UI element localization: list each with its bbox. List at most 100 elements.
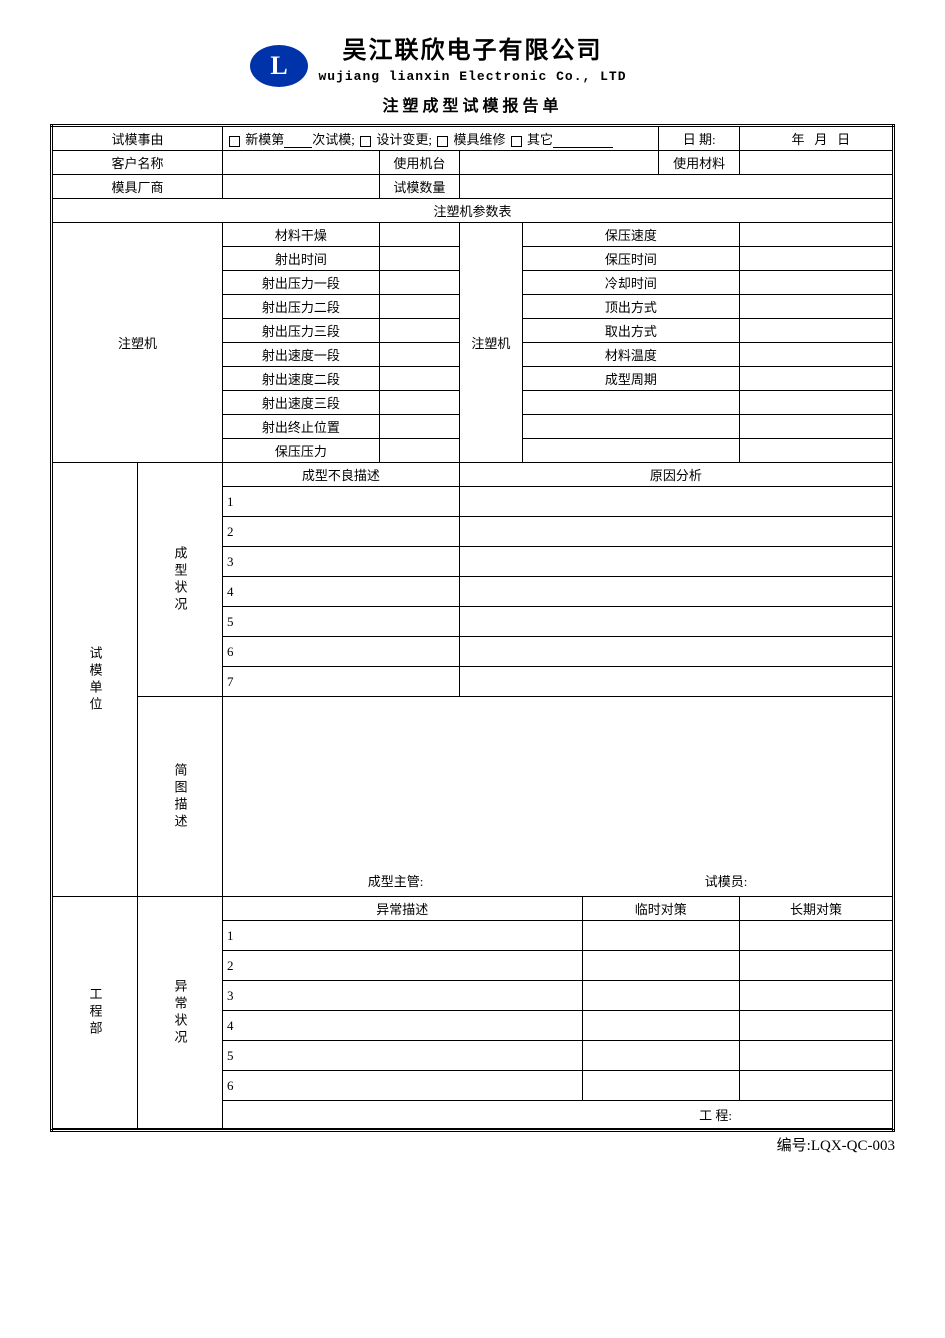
analysis-row[interactable] [459,517,893,547]
perm-action[interactable] [739,981,893,1011]
temp-action[interactable] [582,1011,739,1041]
param-label: 顶出方式 [522,295,739,319]
analysis-row[interactable] [459,667,893,697]
param-value[interactable] [739,439,893,463]
temp-action[interactable] [582,951,739,981]
perm-action[interactable] [739,921,893,951]
param-value[interactable] [739,391,893,415]
param-value[interactable] [379,415,459,439]
defect-row[interactable]: 7 [223,667,460,697]
form-header: L 吴江联欣电子有限公司 wujiang lianxin Electronic … [50,30,895,116]
param-value[interactable] [379,295,459,319]
param-value[interactable] [739,343,893,367]
eng-sign-label: 工 程: [699,1108,732,1123]
param-label: 射出压力二段 [223,295,380,319]
customer-value[interactable] [223,151,380,175]
eng-row[interactable]: 5 [223,1041,583,1071]
param-label: 保压时间 [522,247,739,271]
date-label: 日 期: [659,126,740,151]
temp-action[interactable] [582,921,739,951]
eng-sign-cell[interactable]: 工 程: [223,1101,894,1129]
qty-value[interactable] [459,175,893,199]
reason-cell[interactable]: 新模第次试模; 设计变更; 模具维修 其它 [223,126,659,151]
defect-row[interactable]: 2 [223,517,460,547]
param-label: 射出时间 [223,247,380,271]
temp-action[interactable] [582,1071,739,1101]
param-value[interactable] [379,439,459,463]
checkbox-icon[interactable] [360,136,371,147]
report-table: 试模事由 新模第次试模; 设计变更; 模具维修 其它 日 期: 年 月 日 客户… [50,124,895,1132]
opt-mold-repair: 模具维修 [454,132,506,147]
checkbox-icon[interactable] [229,136,240,147]
reason-label: 试模事由 [52,126,223,151]
defect-row[interactable]: 6 [223,637,460,667]
factory-label: 模具厂商 [52,175,223,199]
eng-row[interactable]: 4 [223,1011,583,1041]
sketch-area[interactable]: 成型主管: 试模员: [223,697,894,897]
analysis-row[interactable] [459,487,893,517]
param-value[interactable] [379,343,459,367]
blank-line[interactable] [284,134,312,148]
param-value[interactable] [739,271,893,295]
opt-other: 其它 [527,132,553,147]
eng-status-label: 异常状况 [138,897,223,1129]
date-cell[interactable]: 年 月 日 [739,126,893,151]
logo-badge: L [250,45,308,87]
param-value[interactable] [739,247,893,271]
logo-letter: L [270,51,287,81]
param-label [522,439,739,463]
defect-row[interactable]: 3 [223,547,460,577]
defect-row[interactable]: 1 [223,487,460,517]
perm-action[interactable] [739,1041,893,1071]
machine-value[interactable] [459,151,659,175]
analysis-row[interactable] [459,577,893,607]
param-label: 成型周期 [522,367,739,391]
param-value[interactable] [739,223,893,247]
param-value[interactable] [739,295,893,319]
analysis-row[interactable] [459,637,893,667]
temp-action[interactable] [582,1041,739,1071]
param-value[interactable] [379,271,459,295]
param-value[interactable] [379,367,459,391]
checkbox-icon[interactable] [511,136,522,147]
perm-action[interactable] [739,1071,893,1101]
eng-row[interactable]: 2 [223,951,583,981]
month-label: 月 [814,132,827,147]
param-value[interactable] [379,319,459,343]
eng-row[interactable]: 1 [223,921,583,951]
eng-row[interactable]: 6 [223,1071,583,1101]
temp-action[interactable] [582,981,739,1011]
customer-label: 客户名称 [52,151,223,175]
opt-newmold-b: 次试模; [312,132,355,147]
analysis-row[interactable] [459,547,893,577]
material-value[interactable] [739,151,893,175]
param-value[interactable] [739,415,893,439]
eng-col1: 异常描述 [223,897,583,921]
perm-action[interactable] [739,951,893,981]
eng-row[interactable]: 3 [223,981,583,1011]
param-value[interactable] [379,247,459,271]
defect-row[interactable]: 5 [223,607,460,637]
param-label: 取出方式 [522,319,739,343]
param-label: 射出压力一段 [223,271,380,295]
eng-dept-label: 工程部 [52,897,138,1129]
param-left-header: 注塑机 [52,223,223,463]
opt-newmold-a: 新模第 [245,132,284,147]
param-label [522,391,739,415]
factory-value[interactable] [223,175,380,199]
defect-row[interactable]: 4 [223,577,460,607]
param-value[interactable] [379,391,459,415]
param-section-title: 注塑机参数表 [52,199,894,223]
blank-line[interactable] [553,134,613,148]
param-value[interactable] [379,223,459,247]
eng-col3: 长期对策 [739,897,893,921]
param-label: 保压压力 [223,439,380,463]
perm-action[interactable] [739,1011,893,1041]
tester-label: 试模员: [705,871,748,890]
param-label: 材料干燥 [223,223,380,247]
defect-col2: 原因分析 [459,463,893,487]
param-value[interactable] [739,319,893,343]
analysis-row[interactable] [459,607,893,637]
checkbox-icon[interactable] [437,136,448,147]
param-value[interactable] [739,367,893,391]
